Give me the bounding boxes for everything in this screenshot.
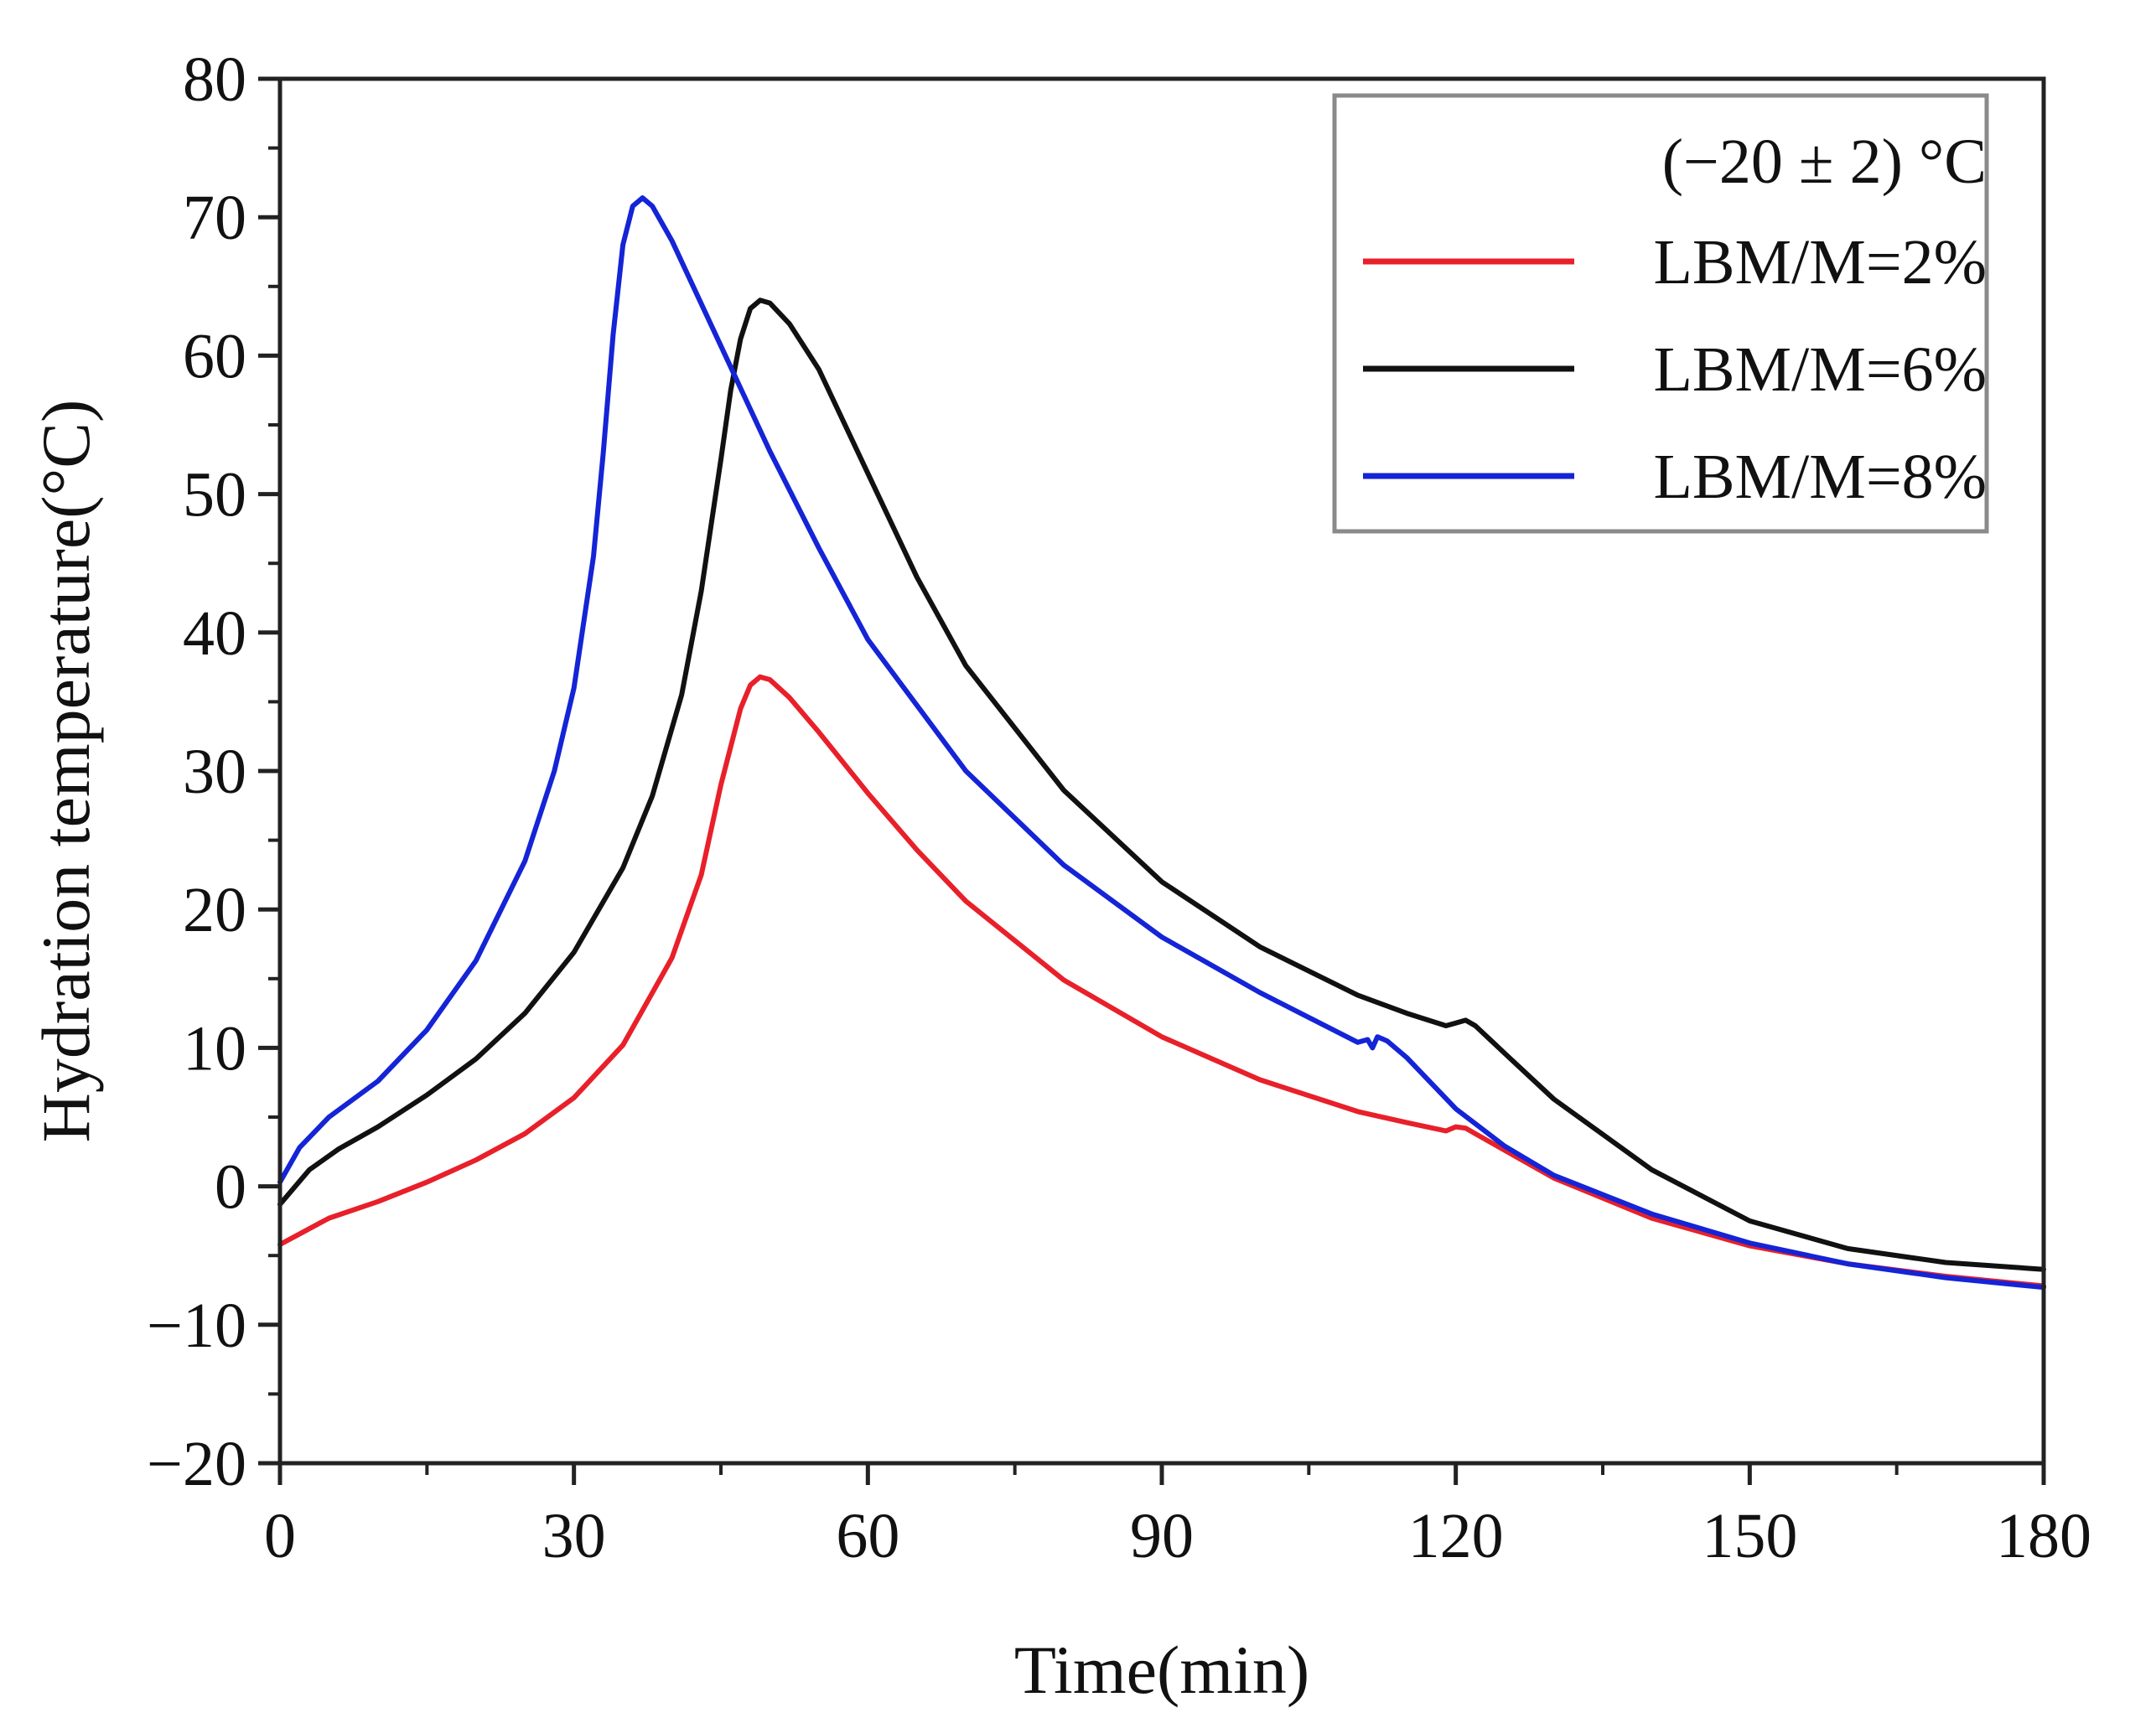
x-axis-title: Time(min) (1014, 1632, 1309, 1708)
legend-label-2: LBM/M=6% (1653, 334, 1987, 405)
tick-labels: 0 30 60 90 120 150 180 −20 −10 0 10 20 30 40 50 60 70 80 (147, 44, 2091, 1571)
x-tick-label: 90 (1130, 1501, 1194, 1571)
y-tick-label: 30 (183, 737, 246, 807)
legend-box (1332, 93, 1989, 534)
x-tick-label: 60 (836, 1501, 899, 1571)
y-tick-label: −20 (147, 1429, 246, 1499)
x-tick-label: 0 (264, 1501, 296, 1571)
y-tick-label: −10 (147, 1291, 246, 1361)
x-tick-label: 180 (1996, 1501, 2091, 1571)
y-tick-label: 40 (183, 598, 246, 669)
y-tick-label: 60 (183, 321, 246, 391)
series-lines (277, 195, 2046, 1291)
axis-ticks (258, 76, 2046, 1485)
legend: (−20 ± 2) °C LBM/M=2% LBM/M=6% LBM/M=8% (1332, 93, 1989, 534)
x-tick-label: 30 (542, 1501, 606, 1571)
series-line-1 (277, 674, 2046, 1289)
legend-label-3: LBM/M=8% (1653, 442, 1987, 512)
y-tick-label: 0 (215, 1152, 246, 1223)
y-axis-title: Hydration temperature(°C) (28, 400, 104, 1143)
y-tick-label: 10 (183, 1013, 246, 1084)
legend-label-1: LBM/M=2% (1653, 227, 1987, 298)
series-line-3 (277, 195, 2046, 1291)
y-tick-label: 20 (183, 875, 246, 945)
x-tick-label: 150 (1702, 1501, 1797, 1571)
y-tick-label: 70 (183, 183, 246, 253)
plot-frame (277, 76, 2046, 1466)
y-tick-label: 80 (183, 44, 246, 115)
y-tick-label: 50 (183, 460, 246, 530)
legend-title: (−20 ± 2) °C (1662, 127, 1987, 197)
series-line-2 (277, 298, 2046, 1272)
x-tick-label: 120 (1408, 1501, 1504, 1571)
